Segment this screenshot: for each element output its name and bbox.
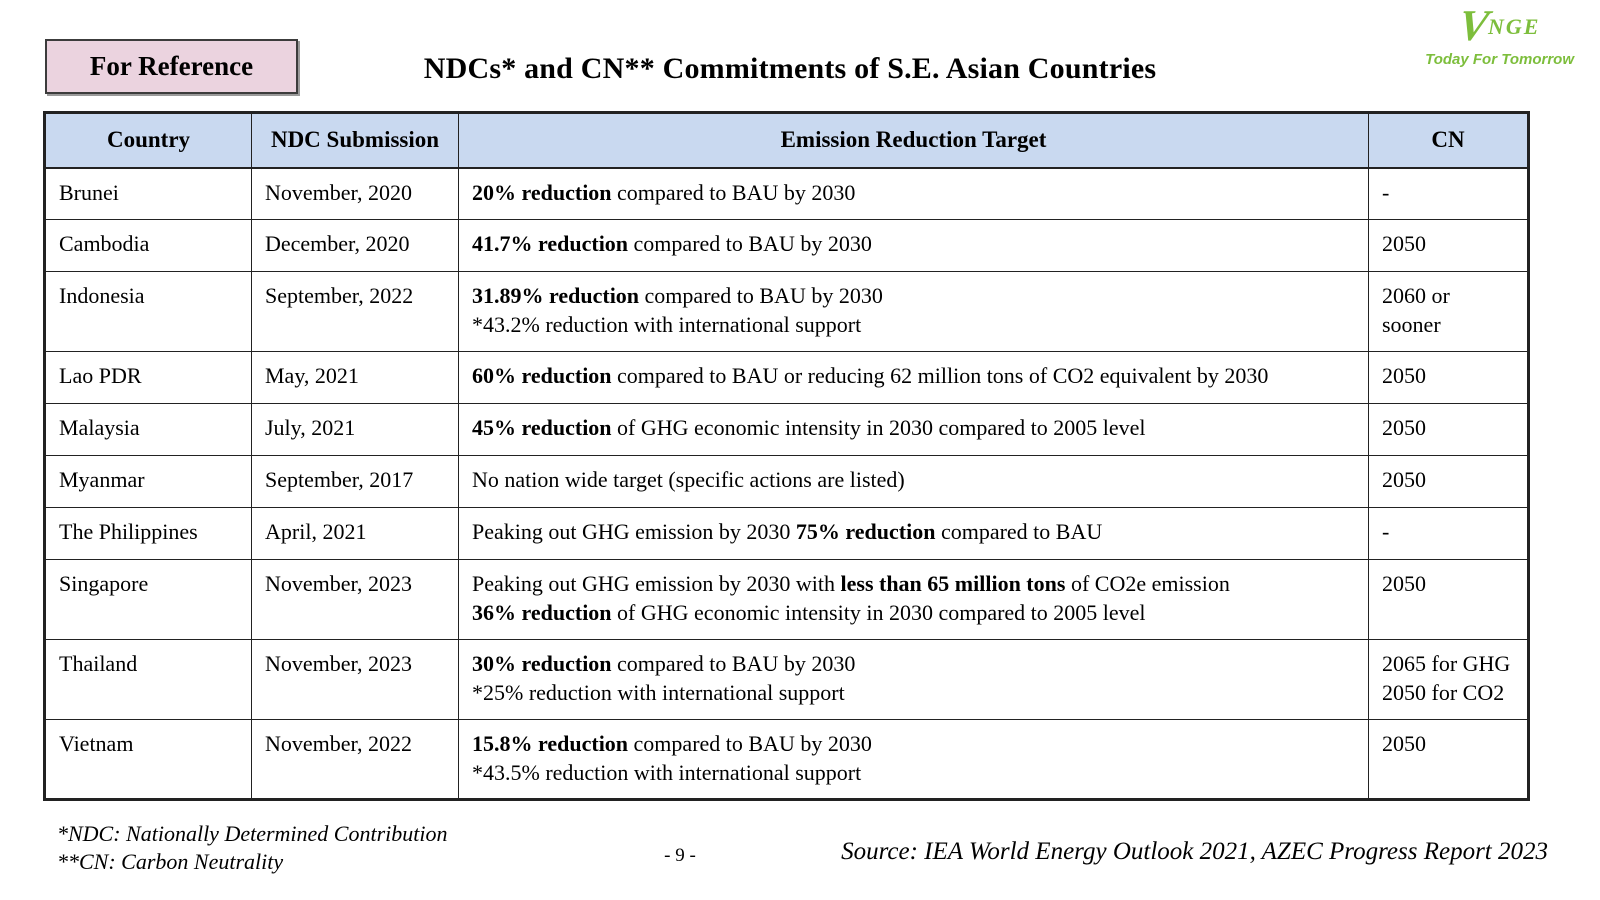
cn-line: sooner [1382, 312, 1441, 337]
cell-cn: 2050 [1368, 351, 1529, 404]
target-line: Peaking out GHG emission by 2030 75% red… [472, 519, 1103, 544]
cell-emission-target: 30% reduction compared to BAU by 2030 *25… [458, 639, 1369, 720]
logo-wordmark: VNGE [1425, 1, 1574, 50]
table-row: Brunei November, 2020 20% reduction compar… [44, 167, 1529, 220]
table-row: Malaysia July, 2021 45% reduction of GHG e… [44, 403, 1529, 456]
cell-country: Cambodia [44, 219, 252, 272]
cell-country: Singapore [44, 559, 252, 640]
table-row: Singapore November, 2023 Peaking out GHG e… [44, 559, 1529, 640]
cell-ndc-submission: May, 2021 [251, 351, 459, 404]
target-line: 31.89% reduction compared to BAU by 2030 [472, 283, 883, 308]
cell-country: Thailand [44, 639, 252, 720]
cell-cn: 2065 for GHG 2050 for CO2 [1368, 639, 1529, 720]
cell-emission-target: 31.89% reduction compared to BAU by 2030… [458, 271, 1369, 352]
target-line: *43.2% reduction with international supp… [472, 312, 862, 337]
table-row: Vietnam November, 2022 15.8% reduction com… [44, 719, 1529, 800]
column-header: CN [1368, 112, 1529, 169]
cell-emission-target: Peaking out GHG emission by 2030 75% red… [458, 507, 1369, 560]
cell-ndc-submission: July, 2021 [251, 403, 459, 456]
cn-line: 2060 or [1382, 283, 1450, 308]
table-header-row: Country NDC Submission Emission Reduction … [44, 112, 1529, 169]
cell-cn: 2050 [1368, 403, 1529, 456]
cn-line: 2050 [1382, 467, 1426, 492]
target-line: Peaking out GHG emission by 2030 with le… [472, 571, 1230, 596]
column-header: NDC Submission [251, 112, 459, 169]
column-header: Emission Reduction Target [458, 112, 1369, 169]
cell-country: Myanmar [44, 455, 252, 508]
target-line: 30% reduction compared to BAU by 2030 [472, 651, 856, 676]
source-citation: Source: IEA World Energy Outlook 2021, A… [841, 838, 1548, 865]
cell-ndc-submission: November, 2020 [251, 167, 459, 220]
target-line: 20% reduction compared to BAU by 2030 [472, 179, 856, 205]
cell-ndc-submission: April, 2021 [251, 507, 459, 560]
footnote-ndc: *NDC: Nationally Determined Contribution [57, 821, 448, 846]
footnote-cn: **CN: Carbon Neutrality [57, 849, 284, 874]
for-reference-badge-label: For Reference [89, 51, 254, 81]
cn-line: 2050 [1382, 571, 1426, 596]
cell-cn: 2050 [1368, 455, 1529, 508]
cn-line: 2050 for CO2 [1382, 680, 1505, 705]
cell-cn: 2050 [1368, 719, 1529, 800]
page-number: - 9 - [664, 845, 696, 866]
cell-ndc-submission: November, 2023 [251, 639, 459, 720]
column-header: Country [44, 112, 252, 169]
commitments-table: Country NDC Submission Emission Reduction … [43, 111, 1530, 801]
table-row: Myanmar September, 2017 No nation wide tar… [44, 455, 1529, 508]
cell-cn: 2050 [1368, 559, 1529, 640]
logo-v-checkmark-icon: V [1455, 1, 1492, 50]
cell-emission-target: No nation wide target (specific actions … [458, 455, 1369, 508]
cell-emission-target: Peaking out GHG emission by 2030 with le… [458, 559, 1369, 640]
cell-country: Vietnam [44, 719, 252, 800]
target-line: 60% reduction compared to BAU or reducin… [472, 363, 1269, 388]
target-line: 36% reduction of GHG economic intensity … [472, 600, 1146, 625]
cn-line: 2050 [1382, 231, 1426, 256]
cn-line: - [1382, 179, 1390, 205]
cell-country: Indonesia [44, 271, 252, 352]
cn-line: 2050 [1382, 363, 1426, 388]
page-title: NDCs* and CN** Commitments of S.E. Asian… [423, 52, 1157, 85]
logo-tagline: Today For Tomorrow [1425, 51, 1574, 68]
footnotes: *NDC: Nationally Determined Contribution… [57, 820, 448, 876]
cell-emission-target: 60% reduction compared to BAU or reducin… [458, 351, 1369, 404]
target-line: 41.7% reduction compared to BAU by 2030 [472, 231, 872, 256]
target-line: No nation wide target (specific actions … [472, 467, 905, 492]
cell-cn: 2060 or sooner [1368, 271, 1529, 352]
cn-line: 2065 for GHG [1382, 651, 1511, 676]
target-line: *43.5% reduction with international supp… [472, 760, 862, 785]
table-row: Indonesia September, 2022 31.89% reduction… [44, 271, 1529, 352]
cell-emission-target: 41.7% reduction compared to BAU by 2030 [458, 219, 1369, 272]
company-logo: VNGE Today For Tomorrow [1425, 1, 1574, 68]
cell-country: Malaysia [44, 403, 252, 456]
cn-line: 2050 [1382, 731, 1426, 756]
cell-cn: - [1368, 507, 1529, 560]
cell-emission-target: 45% reduction of GHG economic intensity … [458, 403, 1369, 456]
cell-country: Lao PDR [44, 351, 252, 404]
cell-cn: 2050 [1368, 219, 1529, 272]
target-line: 15.8% reduction compared to BAU by 2030 [472, 731, 872, 756]
logo-letters: NGE [1488, 14, 1541, 39]
cn-line: 2050 [1382, 415, 1426, 440]
cell-ndc-submission: December, 2020 [251, 219, 459, 272]
target-line: 45% reduction of GHG economic intensity … [472, 415, 1146, 440]
cn-line: - [1382, 519, 1390, 544]
cell-ndc-submission: November, 2022 [251, 719, 459, 800]
cell-emission-target: 20% reduction compared to BAU by 2030 [458, 167, 1369, 220]
cell-country: The Philippines [44, 507, 252, 560]
cell-ndc-submission: September, 2022 [251, 271, 459, 352]
target-line: *25% reduction with international suppor… [472, 680, 845, 705]
for-reference-badge: For Reference [45, 39, 298, 94]
table-row: Cambodia December, 2020 41.7% reduction co… [44, 219, 1529, 272]
table-row: The Philippines April, 2021 Peaking out GH… [44, 507, 1529, 560]
cell-cn: - [1368, 167, 1529, 220]
table-row: Lao PDR May, 2021 60% reduction compared t… [44, 351, 1529, 404]
cell-emission-target: 15.8% reduction compared to BAU by 2030 *… [458, 719, 1369, 800]
cell-ndc-submission: November, 2023 [251, 559, 459, 640]
cell-country: Brunei [44, 167, 252, 220]
cell-ndc-submission: September, 2017 [251, 455, 459, 508]
table-row: Thailand November, 2023 30% reduction comp… [44, 639, 1529, 720]
